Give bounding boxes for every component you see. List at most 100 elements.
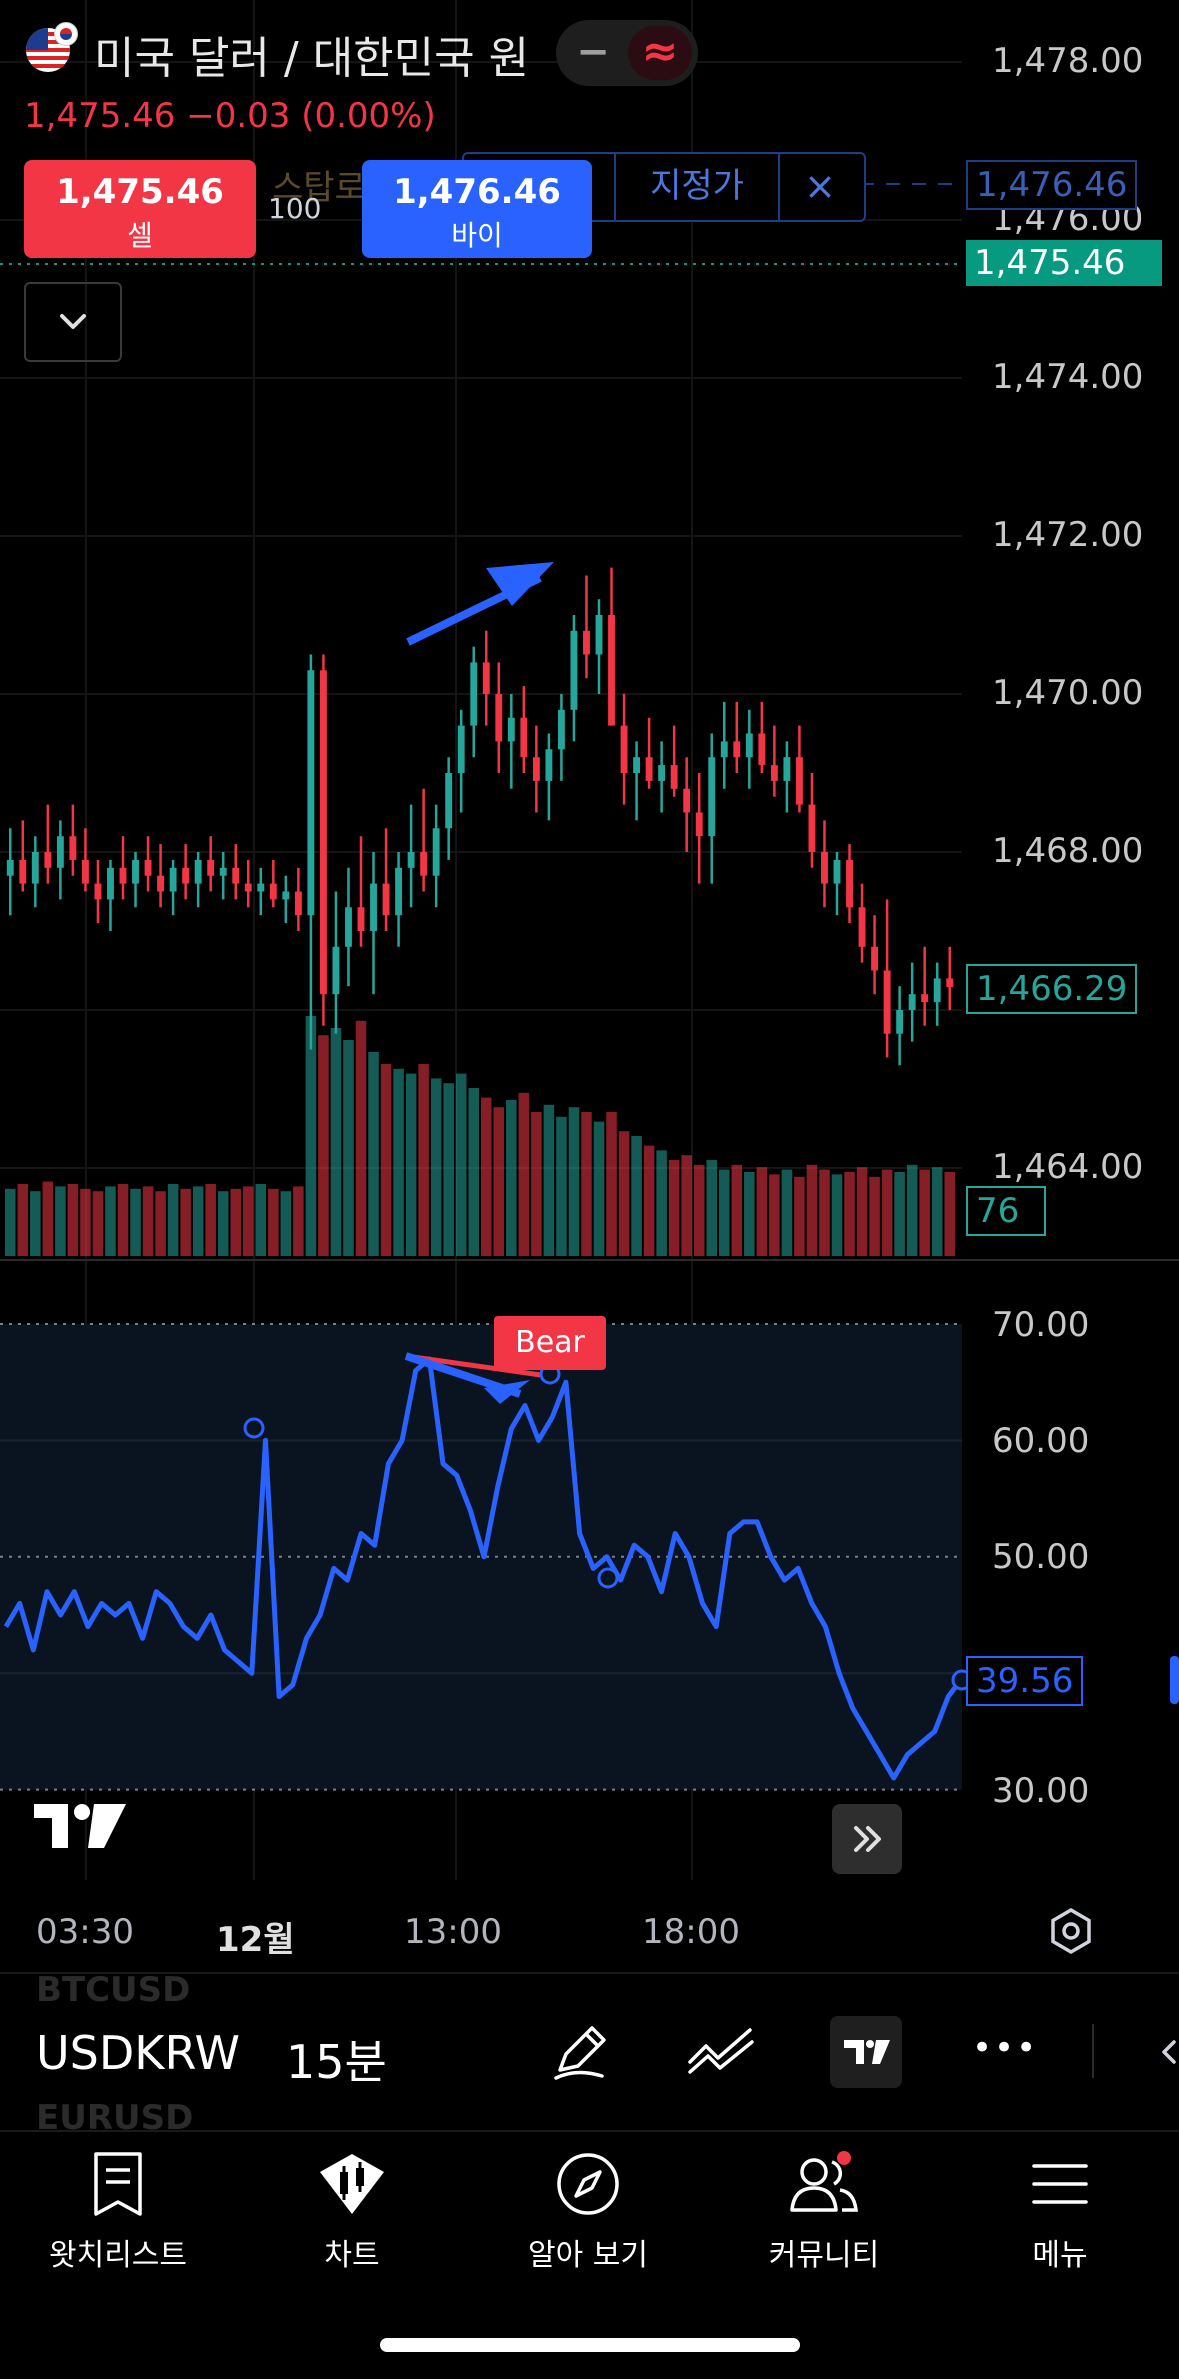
volume-bar — [17, 1184, 29, 1256]
candle-body — [232, 867, 240, 884]
candle-body — [921, 994, 929, 1003]
volume-bar — [255, 1184, 267, 1256]
candle-body — [6, 859, 14, 876]
candle-body — [169, 867, 177, 892]
candle-body — [670, 765, 678, 789]
candle-body — [119, 867, 127, 884]
nav-label: 알아 보기 — [528, 2238, 648, 2273]
candle-body — [733, 741, 741, 758]
close-order-button[interactable]: × — [804, 164, 836, 208]
collapse-panel-button[interactable] — [24, 282, 122, 362]
drawing-tool-button[interactable] — [546, 2018, 614, 2090]
toggle-left-option[interactable]: − — [562, 26, 624, 80]
volume-bar — [618, 1131, 630, 1256]
indicators-button[interactable] — [686, 2018, 758, 2090]
candle-body — [56, 836, 64, 868]
scroll-to-realtime-button[interactable] — [832, 1804, 902, 1874]
rsi-tick: 30.00 — [992, 1771, 1090, 1811]
watchlist-icon — [94, 2152, 142, 2216]
tradingview-button[interactable] — [830, 2016, 902, 2088]
nav-watchlist[interactable]: 왓치리스트 — [0, 2150, 236, 2274]
volume-bar — [142, 1186, 154, 1256]
price-change: 1,475.46 −0.03 (0.00%) — [24, 96, 436, 136]
volume-bar — [719, 1169, 730, 1256]
rsi-line — [3, 1356, 964, 1781]
time-tick: 12월 — [216, 1920, 295, 1960]
nav-explore[interactable]: 알아 보기 — [470, 2150, 706, 2274]
symbol-selector[interactable]: USDKRW — [36, 2026, 241, 2080]
volume-bar — [481, 1097, 492, 1256]
toggle-right-option[interactable]: ≈ — [628, 26, 692, 80]
price-tick: 1,470.00 — [992, 673, 1144, 713]
candle-body — [846, 859, 853, 908]
volume-bar — [606, 1112, 617, 1256]
volume-bar — [105, 1186, 116, 1256]
volume-bar — [5, 1188, 16, 1256]
rsi-tick: 60.00 — [992, 1421, 1090, 1461]
limit-order-label[interactable]: 지정가 — [614, 154, 780, 220]
toolbar-expand-icon[interactable] — [1154, 2032, 1179, 2076]
volume-bar — [42, 1181, 54, 1256]
candle-body — [783, 757, 791, 781]
volume-bar — [568, 1107, 580, 1256]
candle-body — [633, 757, 641, 773]
volume-bar — [806, 1164, 818, 1256]
candle-body — [821, 852, 828, 884]
volume-bar — [418, 1064, 429, 1256]
home-indicator[interactable] — [380, 2338, 800, 2352]
nav-label: 메뉴 — [1032, 2238, 1088, 2273]
candle-body — [720, 741, 728, 758]
volume-bar — [581, 1112, 592, 1256]
volume-bar — [531, 1112, 542, 1256]
candle-body — [69, 836, 77, 860]
ghost-symbol-below: EURUSD — [36, 2098, 194, 2138]
candle-body — [307, 670, 315, 916]
volume-bar — [656, 1150, 667, 1256]
volume-bar — [468, 1088, 479, 1256]
chart-mode-toggle[interactable]: − ≈ — [556, 20, 698, 86]
volume-bar — [906, 1164, 918, 1256]
volume-bar — [80, 1188, 91, 1256]
volume-bar — [455, 1073, 467, 1256]
candle-body — [495, 694, 503, 742]
more-options-button[interactable]: ••• — [972, 2028, 1039, 2068]
nav-community[interactable]: 커뮤니티 — [706, 2150, 942, 2274]
timeframe-selector[interactable]: 15분 — [286, 2035, 387, 2089]
volume-bar — [518, 1092, 530, 1256]
volume-bar — [393, 1068, 404, 1256]
volume-bar — [30, 1191, 41, 1256]
volume-bar — [117, 1184, 129, 1256]
volume-bar — [881, 1169, 893, 1256]
nav-label: 차트 — [324, 2238, 380, 2273]
candle-body — [871, 946, 879, 971]
rsi-tick: 50.00 — [992, 1537, 1090, 1577]
nav-chart[interactable]: 차트 — [234, 2150, 470, 2274]
symbol-title[interactable]: 미국 달러 / 대한민국 원 — [94, 33, 530, 84]
candle-body — [319, 670, 327, 995]
volume-bar — [493, 1107, 505, 1256]
volume-bar — [819, 1169, 830, 1256]
candle-body — [144, 859, 152, 876]
candle-body — [608, 615, 615, 726]
chart-settings-button[interactable] — [1046, 1906, 1096, 1960]
candle-body — [407, 852, 415, 868]
nav-menu[interactable]: 메뉴 — [942, 2150, 1178, 2274]
chart-icon — [320, 2154, 384, 2214]
candle-body — [758, 733, 766, 766]
candle-body — [695, 812, 703, 837]
candle-body — [583, 630, 590, 655]
candle-body — [896, 1010, 904, 1034]
candle-body — [457, 725, 465, 773]
volume-bar — [192, 1186, 204, 1256]
order-quantity[interactable]: 100 — [268, 192, 322, 225]
volume-bar — [706, 1160, 717, 1256]
sell-price: 1,475.46 — [56, 172, 224, 212]
volume-bar — [155, 1191, 166, 1256]
volume-bar — [668, 1160, 680, 1256]
rsi-scroll-handle[interactable] — [1170, 1656, 1179, 1704]
candle-body — [507, 717, 515, 742]
sell-button[interactable]: 1,475.46 셀 — [24, 160, 256, 258]
buy-button[interactable]: 1,476.46 바이 — [362, 160, 592, 258]
candle-body — [933, 978, 941, 1003]
